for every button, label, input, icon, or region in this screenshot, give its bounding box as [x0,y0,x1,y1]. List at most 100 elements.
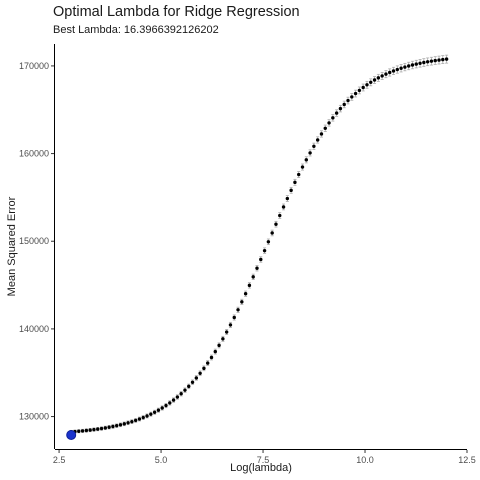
data-point [224,330,229,334]
data-point [232,315,236,320]
data-point [406,64,411,68]
data-point [111,424,115,429]
data-point [240,300,244,304]
data-point [304,158,308,162]
x-tick-label: 7.5 [257,455,270,465]
data-point [312,144,316,148]
data-point [395,67,400,72]
data-point [236,308,240,312]
data-point [380,74,384,78]
data-point [399,66,403,70]
data-point [228,323,233,327]
data-point [369,80,373,85]
data-point [202,366,206,371]
data-point [107,425,111,429]
data-point [160,406,164,410]
y-tick-label: 160000 [19,149,49,159]
data-point [274,222,278,226]
data-point [149,412,153,416]
data-point [88,428,92,432]
data-point [319,132,324,136]
data-point [221,337,225,341]
data-point [361,85,365,90]
data-point [346,98,350,103]
data-point [357,88,362,93]
data-point [429,59,434,63]
data-point [372,78,377,82]
data-point [403,65,407,69]
data-point [164,403,168,408]
data-point [251,275,255,279]
data-point [388,70,392,75]
y-tick-label: 140000 [19,324,49,334]
data-point [300,165,305,169]
data-point [156,408,161,412]
data-point [84,428,89,433]
data-point [103,426,108,430]
x-tick-label: 12.5 [458,455,476,465]
data-point [441,57,445,62]
x-tick-label: 2.5 [53,455,66,465]
data-point [334,111,339,115]
y-tick-label: 170000 [19,61,49,71]
data-point [270,231,274,235]
data-point [293,180,297,185]
data-point [247,283,252,288]
data-point [353,91,358,96]
data-point [114,423,119,428]
data-point [168,401,172,405]
data-point [414,62,418,66]
data-point [278,213,282,218]
data-point [99,426,104,431]
y-axis-title: Mean Squared Error [6,196,18,296]
data-point [297,172,301,177]
y-tick-label: 150000 [19,236,49,246]
y-axis-ticks: 130000 140000 150000 160000 170000 [19,61,54,422]
data-point [255,266,259,270]
data-point [96,427,100,431]
data-point [145,414,149,418]
data-point [126,421,130,425]
data-point [308,151,312,155]
data-point [315,138,320,142]
data-point [130,419,134,424]
data-point [262,248,267,253]
data-point [285,196,290,201]
data-point [243,292,248,296]
data-points [69,57,449,434]
data-point [289,188,293,193]
chart-subtitle: Best Lambda: 16.3966392126202 [53,24,219,36]
data-point [209,355,214,360]
data-point [194,376,199,380]
data-point [365,83,369,87]
y-tick-label: 130000 [19,412,49,422]
data-point [217,343,221,348]
data-point [444,57,449,61]
data-point [376,76,381,80]
data-point [175,395,180,399]
data-point [350,95,354,99]
data-point [80,429,85,433]
data-point [425,60,430,64]
data-point [92,427,96,432]
best-lambda-marker [66,429,77,440]
data-point [118,423,123,427]
error-bars [69,54,449,434]
x-tick-label: 5.0 [155,455,168,465]
data-point [433,58,437,63]
data-point [323,126,327,130]
x-axis-title: Log(lambda) [230,462,292,474]
x-tick-label: 10.0 [356,455,374,465]
chart-title: Optimal Lambda for Ridge Regression [53,4,300,20]
data-point [213,349,217,354]
data-point [137,417,142,421]
data-point [206,361,210,365]
data-point [418,61,422,65]
data-point [391,69,396,73]
data-point [338,106,343,111]
data-point [198,371,202,375]
data-point [410,63,415,67]
data-point [133,418,138,423]
data-point [77,429,81,433]
